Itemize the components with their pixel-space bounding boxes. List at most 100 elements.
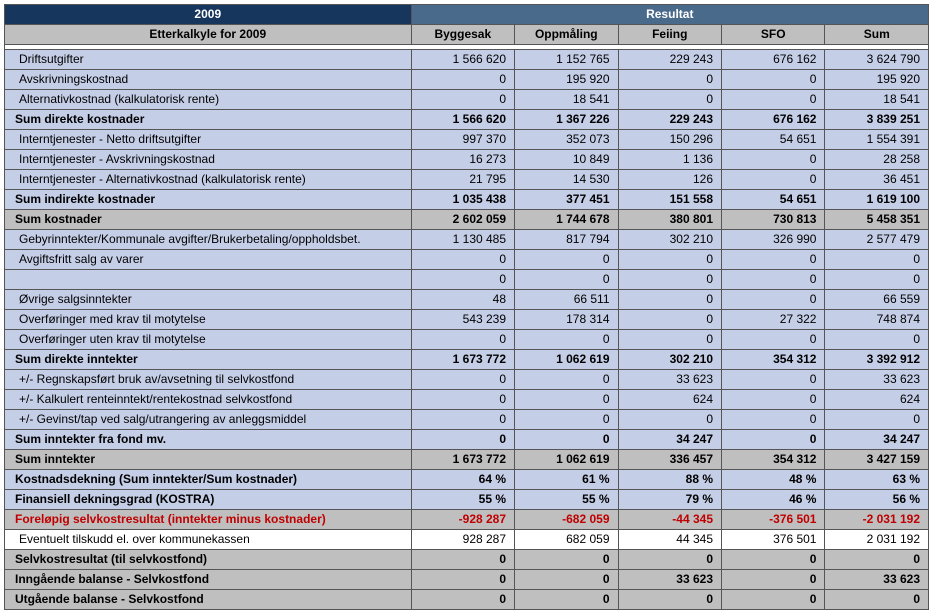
cell: 229 243 xyxy=(618,50,721,70)
cell: 0 xyxy=(411,390,514,410)
table-row: Sum direkte inntekter1 673 7721 062 6193… xyxy=(5,350,929,370)
cell: 543 239 xyxy=(411,310,514,330)
row-label: Sum kostnader xyxy=(5,210,412,230)
cell: 0 xyxy=(515,330,618,350)
cell: 21 795 xyxy=(411,170,514,190)
cell: 0 xyxy=(515,590,618,610)
cell: 2 031 192 xyxy=(825,530,929,550)
row-label: Alternativkostnad (kalkulatorisk rente) xyxy=(5,90,412,110)
cell: 3 624 790 xyxy=(825,50,929,70)
cell: 2 577 479 xyxy=(825,230,929,250)
col-header-2: Feiing xyxy=(618,25,721,45)
row-label xyxy=(5,270,412,290)
cell: 0 xyxy=(722,550,825,570)
cell: 302 210 xyxy=(618,230,721,250)
cell: 0 xyxy=(825,270,929,290)
cell: 380 801 xyxy=(618,210,721,230)
cell: 34 247 xyxy=(618,430,721,450)
cell: 64 % xyxy=(411,470,514,490)
cell: 997 370 xyxy=(411,130,514,150)
table-row: +/- Regnskapsført bruk av/avsetning til … xyxy=(5,370,929,390)
cell: 1 673 772 xyxy=(411,350,514,370)
cell: 0 xyxy=(825,330,929,350)
cell: 88 % xyxy=(618,470,721,490)
col-header-1: Oppmåling xyxy=(515,25,618,45)
cell: 682 059 xyxy=(515,530,618,550)
cell: 16 273 xyxy=(411,150,514,170)
table-row: Interntjenester - Netto driftsutgifter99… xyxy=(5,130,929,150)
cell: 302 210 xyxy=(618,350,721,370)
table-row: Sum inntekter fra fond mv.0034 247034 24… xyxy=(5,430,929,450)
cell: 14 530 xyxy=(515,170,618,190)
cell: 48 xyxy=(411,290,514,310)
row-label: Sum direkte kostnader xyxy=(5,110,412,130)
cell: 0 xyxy=(722,170,825,190)
cell: 624 xyxy=(825,390,929,410)
cell: 0 xyxy=(515,370,618,390)
cell: 0 xyxy=(515,250,618,270)
cell: 0 xyxy=(722,330,825,350)
cell: 0 xyxy=(411,570,514,590)
cell: 0 xyxy=(722,570,825,590)
row-label: Utgående balanse - Selvkostfond xyxy=(5,590,412,610)
cell: 676 162 xyxy=(722,50,825,70)
row-label: Avgiftsfritt salg av varer xyxy=(5,250,412,270)
cell: 676 162 xyxy=(722,110,825,130)
table-row: Alternativkostnad (kalkulatorisk rente) 0… xyxy=(5,90,929,110)
cell: 1 062 619 xyxy=(515,350,618,370)
table-row: Utgående balanse - Selvkostfond00000 xyxy=(5,590,929,610)
table-row: Driftsutgifter1 566 6201 152 765229 2436… xyxy=(5,50,929,70)
row-label: Sum inntekter fra fond mv. xyxy=(5,430,412,450)
row-label: Foreløpig selvkostresultat (inntekter mi… xyxy=(5,510,412,530)
table-row: Overføringer uten krav til motytelse0000… xyxy=(5,330,929,350)
cell: 44 345 xyxy=(618,530,721,550)
cell: 150 296 xyxy=(618,130,721,150)
cell: 0 xyxy=(411,550,514,570)
cell: 3 427 159 xyxy=(825,450,929,470)
cell: 61 % xyxy=(515,470,618,490)
cell: 1 744 678 xyxy=(515,210,618,230)
cell: 0 xyxy=(722,590,825,610)
cell: 817 794 xyxy=(515,230,618,250)
cell: 0 xyxy=(722,290,825,310)
cell: 27 322 xyxy=(722,310,825,330)
cell: 34 247 xyxy=(825,430,929,450)
row-label: +/- Kalkulert renteinntekt/rentekostnad … xyxy=(5,390,412,410)
cell: 0 xyxy=(722,430,825,450)
table-row: 00000 xyxy=(5,270,929,290)
cell: 0 xyxy=(411,370,514,390)
cell: 54 651 xyxy=(722,130,825,150)
row-label: Sum direkte inntekter xyxy=(5,350,412,370)
cell: 56 % xyxy=(825,490,929,510)
cell: 3 839 251 xyxy=(825,110,929,130)
cell: 1 152 765 xyxy=(515,50,618,70)
cell: 730 813 xyxy=(722,210,825,230)
cell: 0 xyxy=(722,70,825,90)
cell: 0 xyxy=(722,90,825,110)
cell: 195 920 xyxy=(515,70,618,90)
cell: 0 xyxy=(515,270,618,290)
cell: 5 458 351 xyxy=(825,210,929,230)
table-row: Inngående balanse - Selvkostfond0033 623… xyxy=(5,570,929,590)
cell: 376 501 xyxy=(722,530,825,550)
row-label: Øvrige salgsinntekter xyxy=(5,290,412,310)
table-row: +/- Gevinst/tap ved salg/utrangering av … xyxy=(5,410,929,430)
cell: 0 xyxy=(411,590,514,610)
cell: 33 623 xyxy=(825,570,929,590)
row-label: +/- Regnskapsført bruk av/avsetning til … xyxy=(5,370,412,390)
cell: 0 xyxy=(825,250,929,270)
table-row: Overføringer med krav til motytelse543 2… xyxy=(5,310,929,330)
cell: 63 % xyxy=(825,470,929,490)
table-row: Kostnadsdekning (Sum inntekter/Sum kostn… xyxy=(5,470,929,490)
cell: 354 312 xyxy=(722,450,825,470)
cell: 126 xyxy=(618,170,721,190)
row-label: Sum inntekter xyxy=(5,450,412,470)
cell: 0 xyxy=(411,250,514,270)
cell: 0 xyxy=(618,90,721,110)
cell: 0 xyxy=(722,270,825,290)
cell: 748 874 xyxy=(825,310,929,330)
cell: 1 136 xyxy=(618,150,721,170)
cell: 0 xyxy=(618,550,721,570)
table-row: Selvkostresultat (til selvkostfond)00000 xyxy=(5,550,929,570)
cell: 0 xyxy=(618,250,721,270)
